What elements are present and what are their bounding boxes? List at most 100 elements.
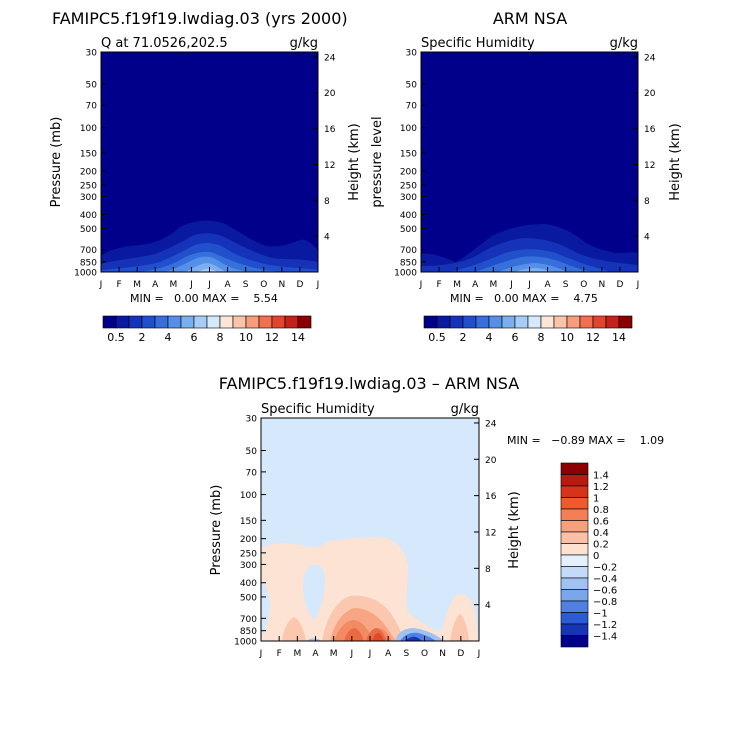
pressure-tick-label: 400 — [240, 579, 257, 589]
month-tick-label: J — [419, 280, 423, 290]
colorbar-label: 6 — [512, 331, 519, 344]
panel-diff-left-label: Specific Humidity — [261, 402, 375, 417]
diff-colorbar-label: 1.4 — [593, 471, 609, 482]
pressure-tick-label: 50 — [246, 447, 258, 457]
colorbar-label: 8 — [538, 331, 545, 344]
month-tick-label: J — [509, 280, 513, 290]
pressure-tick-label: 1000 — [394, 269, 417, 279]
diff-colorbar-swatch — [560, 497, 589, 510]
colorbar-label: 2 — [139, 331, 146, 344]
colorbar-label: 10 — [560, 331, 574, 344]
colorbar-swatch — [141, 315, 156, 329]
height-tick-label: 20 — [485, 456, 497, 466]
colorbar-swatch — [167, 315, 182, 329]
month-tick-label: J — [259, 649, 263, 659]
panel-obs-title: ARM NSA — [493, 9, 567, 28]
panel-diff: FAMIPC5.f19f19.lwdiag.03 – ARM NSA Speci… — [209, 374, 664, 659]
colorbar-swatch — [566, 315, 581, 329]
panel-obs-y2label: Height (km) — [668, 123, 683, 200]
pressure-tick-label: 200 — [80, 168, 97, 178]
diff-colorbar-label: 1 — [593, 494, 599, 505]
colorbar-swatch — [449, 315, 464, 329]
month-tick-label: S — [403, 649, 409, 659]
height-tick-label: 4 — [324, 233, 330, 243]
panel-diff-units: g/kg — [451, 402, 479, 417]
panel-obs-left-label: Specific Humidity — [421, 36, 535, 51]
colorbar-swatch — [102, 315, 117, 329]
colorbar-swatch — [271, 315, 286, 329]
pressure-tick-label: 300 — [400, 193, 417, 203]
month-tick-label: F — [436, 280, 441, 290]
panel-model-title: FAMIPC5.f19f19.lwdiag.03 (yrs 2000) — [52, 9, 348, 28]
diff-colorbar-swatch — [560, 612, 589, 625]
colorbar-swatch — [488, 315, 503, 329]
panel-diff-ylabel: Pressure (mb) — [209, 485, 224, 576]
panel-obs-stats: MIN = 0.00 MAX = 4.75 — [450, 292, 598, 305]
colorbar-swatch — [579, 315, 594, 329]
diff-colorbar-swatch — [560, 520, 589, 533]
colorbar-swatch — [219, 315, 234, 329]
month-tick-label: S — [243, 280, 249, 290]
diff-contour-negative-3 — [405, 636, 422, 641]
pressure-tick-label: 1000 — [234, 638, 257, 648]
height-tick-label: 24 — [485, 419, 497, 429]
colorbar-swatch — [284, 315, 299, 329]
colorbar-label: 14 — [291, 331, 305, 344]
panel-model-colorbar: 0.5 2 4 6 8 10 12 14 — [102, 315, 312, 344]
month-tick-label: N — [439, 649, 446, 659]
pressure-tick-label: 700 — [400, 246, 417, 256]
height-tick-label: 12 — [644, 161, 655, 171]
diff-contour-positive-5a — [344, 628, 364, 641]
diff-colorbar-label: 0.4 — [593, 528, 609, 539]
height-tick-label: 8 — [485, 565, 491, 575]
panel-model-ylabel: Pressure (mb) — [49, 117, 64, 208]
pressure-tick-label: 70 — [86, 102, 98, 112]
panel-obs: ARM NSA Specific Humidity g/kg 305070100… — [370, 9, 683, 344]
colorbar-swatch — [245, 315, 260, 329]
colorbar-swatch — [553, 315, 568, 329]
colorbar-swatch — [232, 315, 247, 329]
panel-model-left-label: Q at 71.0526,202.5 — [101, 36, 228, 51]
panel-diff-title: FAMIPC5.f19f19.lwdiag.03 – ARM NSA — [219, 374, 519, 393]
diff-colorbar-label: 0.8 — [593, 505, 609, 516]
month-tick-label: J — [477, 649, 481, 659]
month-tick-label: F — [116, 280, 121, 290]
panel-diff-y2label: Height (km) — [507, 491, 522, 568]
panel-obs-ylabel: pressure level — [370, 116, 385, 207]
month-tick-label: O — [260, 280, 267, 290]
height-tick-label: 16 — [324, 125, 336, 135]
diff-colorbar-swatch — [560, 554, 589, 567]
diff-contour-zero-left — [261, 580, 270, 638]
pressure-tick-label: 400 — [400, 211, 417, 221]
panel-model-height-ticks: 24 20 16 12 8 4 — [313, 53, 336, 243]
diff-colorbar-swatch — [560, 635, 589, 648]
pressure-tick-label: 1000 — [74, 269, 97, 279]
diff-colorbar-swatch — [560, 531, 589, 544]
obs-contour-level-6 — [515, 268, 553, 272]
month-tick-label: O — [421, 649, 428, 659]
height-tick-label: 4 — [644, 233, 650, 243]
pressure-tick-label: 30 — [246, 415, 258, 425]
pressure-tick-label: 250 — [80, 182, 97, 192]
panel-diff-colorbar: 1.41.210.80.60.40.20−0.2−0.4−0.6−0.8−1−1… — [560, 462, 617, 648]
colorbar-swatch — [115, 315, 130, 329]
diff-colorbar-swatch — [560, 566, 589, 579]
month-tick-label: J — [527, 280, 531, 290]
pressure-tick-label: 250 — [400, 182, 417, 192]
diff-contour-negative-4 — [306, 638, 322, 641]
pressure-tick-label: 100 — [80, 124, 97, 134]
month-tick-label: A — [385, 649, 392, 659]
colorbar-swatch — [128, 315, 143, 329]
month-tick-label: A — [472, 280, 479, 290]
height-tick-label: 12 — [324, 161, 335, 171]
diff-colorbar-label: −1 — [593, 609, 608, 620]
month-tick-label: N — [278, 280, 285, 290]
height-tick-label: 20 — [644, 89, 656, 99]
diff-colorbar-label: −0.2 — [593, 563, 617, 574]
pressure-tick-label: 700 — [80, 246, 97, 256]
month-tick-label: F — [277, 649, 282, 659]
panel-diff-stats: MIN = −0.89 MAX = 1.09 — [507, 434, 664, 447]
month-tick-label: J — [350, 649, 354, 659]
